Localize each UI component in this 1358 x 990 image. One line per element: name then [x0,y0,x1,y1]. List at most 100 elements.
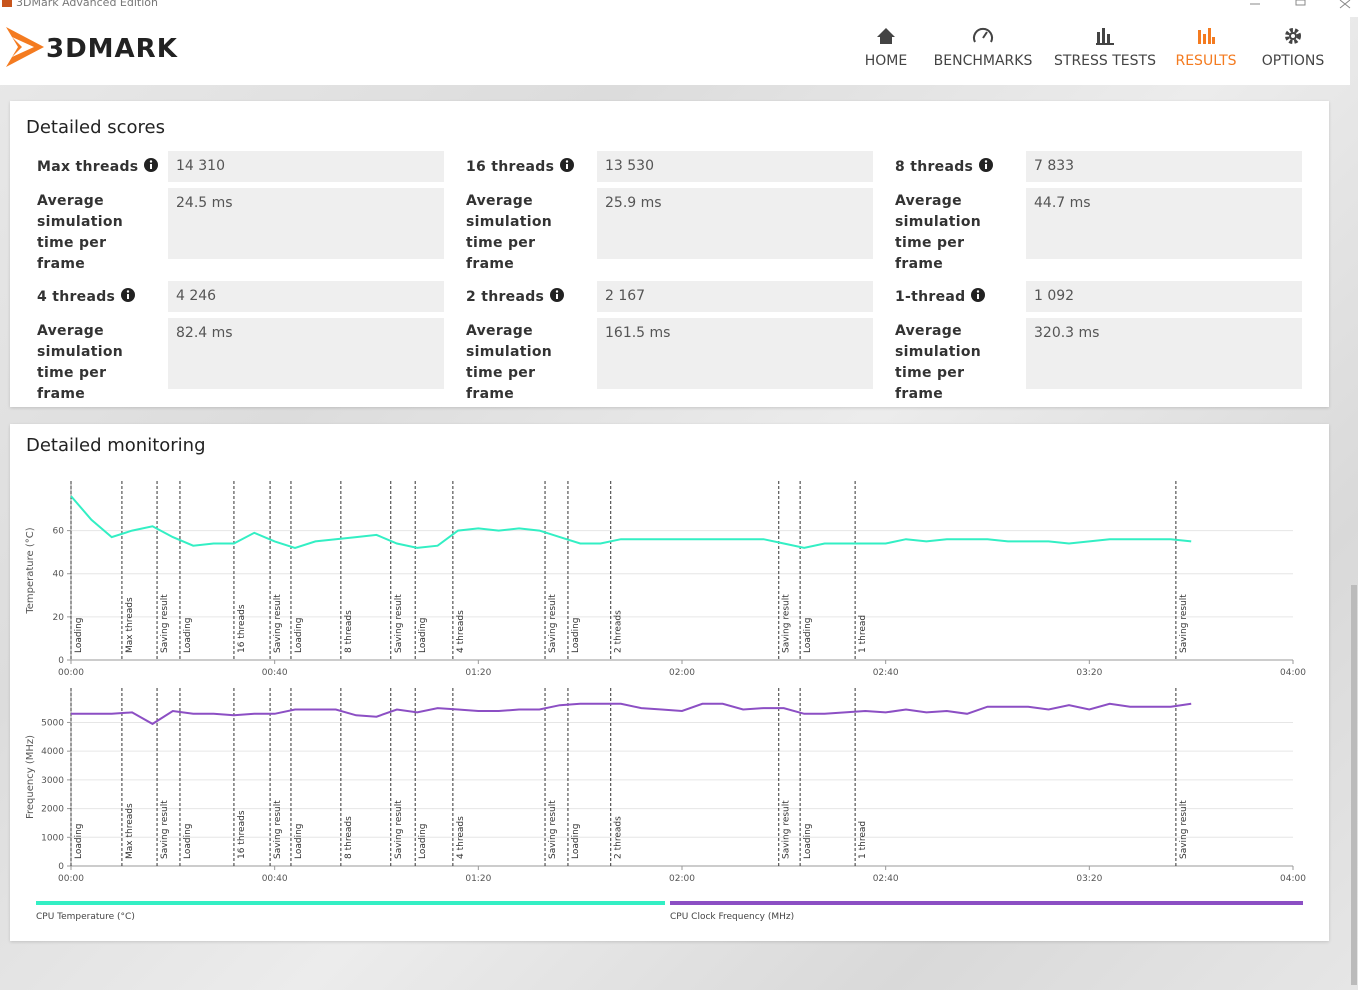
info-icon[interactable] [549,287,565,303]
nav-item[interactable]: RESULTS [1141,17,1271,85]
phase-label: Saving result [394,594,404,653]
phase-label: 8 threads [344,816,354,859]
info-icon[interactable] [559,157,575,173]
phase-label: 8 threads [344,610,354,653]
x-tick-label: 00:40 [262,874,288,884]
phase-label: 4 threads [456,816,466,859]
nav-item[interactable]: OPTIONS [1228,17,1358,85]
phase-label: Loading [294,823,304,859]
phase-label: 16 threads [237,810,247,859]
time-label: Average simulation time per frame [37,323,124,402]
phase-label: Loading [183,823,193,859]
y-tick-label: 3000 [41,776,64,786]
time-value: 82.4 ms [168,318,444,389]
detailed-scores-card: Detailed scores Max threads 14 310 Average… [10,101,1329,407]
phase-label: Saving result [548,800,558,859]
time-value: 44.7 ms [1026,188,1302,259]
nav-label: BENCHMARKS [933,53,1033,69]
monitoring-charts: 0 20 40 60 00:00 00:40 01:20 02:00 02:40 03:20 04:… [25,481,1306,922]
score-label: 8 threads [895,157,994,175]
score-label: 16 threads [466,157,575,175]
x-tick-label: 04:00 [1280,874,1306,884]
nav-icon [1096,28,1114,45]
window-controls[interactable] [1240,0,1358,17]
nav-label: STRESS TESTS [1054,53,1156,69]
time-label: Average simulation time per frame [466,323,553,402]
phase-label: Loading [571,823,581,859]
x-tick-label: 02:00 [669,874,695,884]
y-tick-label: 0 [58,862,64,872]
phase-label: Saving result [273,800,283,859]
phase-label: Saving result [1179,800,1189,859]
score-name: 8 threads [895,159,974,175]
time-label: Average simulation time per frame [37,193,124,272]
legend-label: CPU Clock Frequency (MHz) [670,912,794,922]
detailed-monitoring-card: Detailed monitoring 0 20 40 60 00:00 00:40 01:… [10,424,1329,941]
score-name: 16 threads [466,159,555,175]
phase-label: 2 threads [614,610,624,653]
nav-item[interactable]: HOME [821,17,951,85]
score-label: Max threads [37,157,159,175]
score-value: 13 530 [597,151,873,182]
data-line [71,702,1192,726]
phase-label: Loading [74,823,84,859]
info-icon[interactable] [978,157,994,173]
window-title: 3DMark Advanced Edition [16,0,158,9]
phase-label: Saving result [160,800,170,859]
time-label: Average simulation time per frame [895,193,982,272]
info-bar [566,164,569,169]
x-tick-label: 02:00 [669,668,695,678]
nav-icon [1198,28,1215,44]
y-axis-label: Temperature (°C) [25,527,36,614]
phase-label: Loading [418,617,428,653]
y-axis-label: Frequency (MHz) [25,735,36,819]
phase-label: 2 threads [614,816,624,859]
scrollbar[interactable] [1351,585,1357,985]
phase-label: 1 thread [858,821,868,859]
nav-label: RESULTS [1175,53,1237,69]
phase-label: Loading [803,823,813,859]
nav-icon [973,27,993,43]
nav-icon [877,28,895,44]
legend-label: CPU Temperature (°C) [36,912,135,922]
score-value: 1 092 [1026,281,1302,312]
y-tick-label: 20 [53,613,65,623]
app-icon [2,0,12,7]
phase-label: 16 threads [237,604,247,653]
score-label: 4 threads [37,287,136,305]
header: 3DMARK HOME BENCHMARKS STRESS TESTS RESULTS… [0,17,1350,85]
phase-label: Max threads [125,803,135,859]
phase-label: 4 threads [456,610,466,653]
y-tick-label: 0 [58,656,64,666]
info-icon[interactable] [143,157,159,173]
nav-item[interactable]: STRESS TESTS [1040,17,1170,85]
score-label: 1-thread [895,287,986,305]
info-bar [556,294,559,299]
info-icon[interactable] [120,287,136,303]
phase-label: Loading [74,617,84,653]
info-dot [977,290,980,293]
phase-label: Saving result [782,800,792,859]
y-tick-label: 60 [53,527,65,537]
phase-label: Loading [571,617,581,653]
info-dot [126,290,130,293]
info-icon[interactable] [970,287,986,303]
score-value: 7 833 [1026,151,1302,182]
y-tick-label: 2000 [41,805,64,815]
section-title: Detailed scores [26,117,165,138]
phase-label: Saving result [160,594,170,653]
time-label: Average simulation time per frame [466,193,553,272]
nav-label: HOME [864,53,908,69]
info-bar [985,164,988,169]
y-tick-label: 40 [53,570,65,580]
score-label: 2 threads [466,287,565,305]
nav-item[interactable]: BENCHMARKS [918,17,1048,85]
x-tick-label: 00:00 [58,668,84,678]
section-title: Detailed monitoring [26,435,206,456]
phase-label: Saving result [782,594,792,653]
y-tick-label: 1000 [41,833,64,843]
phase-label: Loading [418,823,428,859]
x-tick-label: 02:40 [873,874,899,884]
logo[interactable]: 3DMARK [4,23,209,71]
